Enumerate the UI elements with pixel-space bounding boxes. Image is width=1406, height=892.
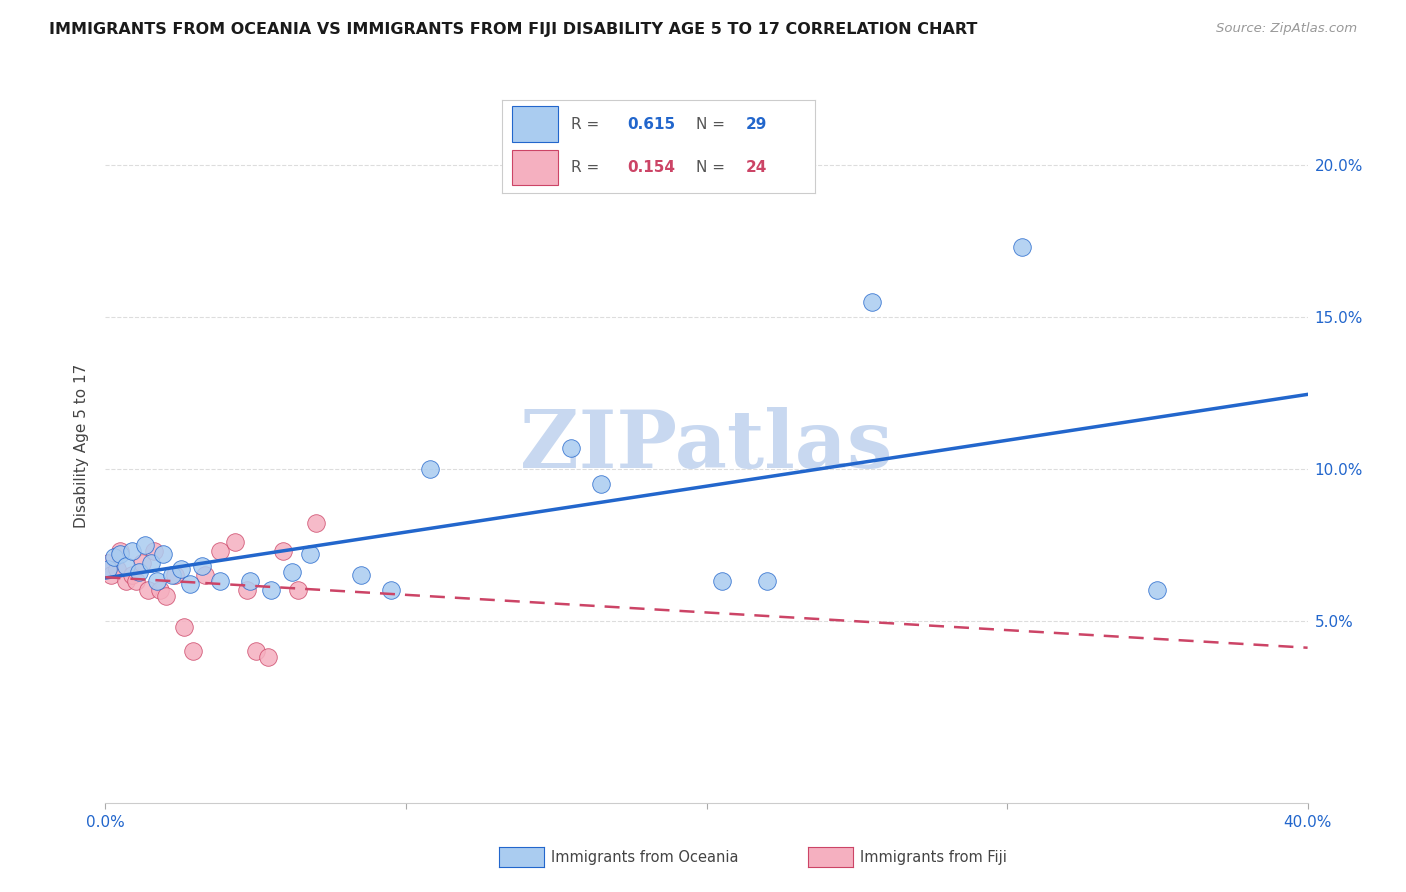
Point <box>560 441 582 455</box>
Point <box>287 583 309 598</box>
Point <box>110 543 132 558</box>
Point <box>190 558 212 573</box>
Point <box>305 516 328 531</box>
Point <box>298 547 321 561</box>
Point <box>239 574 262 588</box>
Point <box>256 650 278 665</box>
Point <box>208 574 231 588</box>
Point <box>160 568 183 582</box>
Point <box>128 565 150 579</box>
Point <box>163 568 186 582</box>
Point <box>235 583 257 598</box>
Point <box>181 644 204 658</box>
Text: Immigrants from Oceania: Immigrants from Oceania <box>551 850 738 864</box>
Point <box>155 590 177 604</box>
Point <box>103 549 125 564</box>
Point <box>148 583 170 598</box>
Point <box>121 568 143 582</box>
Point <box>97 556 120 570</box>
Text: IMMIGRANTS FROM OCEANIA VS IMMIGRANTS FROM FIJI DISABILITY AGE 5 TO 17 CORRELATI: IMMIGRANTS FROM OCEANIA VS IMMIGRANTS FR… <box>49 22 977 37</box>
Point <box>860 294 883 309</box>
Point <box>208 543 231 558</box>
Point <box>194 568 217 582</box>
Y-axis label: Disability Age 5 to 17: Disability Age 5 to 17 <box>75 364 90 528</box>
Text: ZIPatlas: ZIPatlas <box>520 407 893 485</box>
Point <box>271 543 294 558</box>
Point <box>121 543 143 558</box>
Point <box>350 568 373 582</box>
Point <box>124 574 146 588</box>
Point <box>1146 583 1168 598</box>
Point <box>380 583 402 598</box>
Point <box>419 462 441 476</box>
Point <box>710 574 733 588</box>
Point <box>97 562 120 576</box>
Point <box>100 568 122 582</box>
Point <box>107 562 129 576</box>
Point <box>115 574 138 588</box>
Point <box>115 558 138 573</box>
Point <box>179 577 201 591</box>
Point <box>142 543 165 558</box>
Point <box>152 547 174 561</box>
Point <box>131 556 153 570</box>
Point <box>145 574 167 588</box>
Point <box>260 583 283 598</box>
Point <box>139 556 162 570</box>
Point <box>1011 240 1033 254</box>
Text: Source: ZipAtlas.com: Source: ZipAtlas.com <box>1216 22 1357 36</box>
Point <box>245 644 267 658</box>
Point <box>281 565 304 579</box>
Point <box>755 574 778 588</box>
Point <box>224 534 246 549</box>
Point <box>591 477 613 491</box>
Point <box>134 538 156 552</box>
Point <box>169 562 191 576</box>
Text: Immigrants from Fiji: Immigrants from Fiji <box>860 850 1007 864</box>
Point <box>110 547 132 561</box>
Point <box>173 620 195 634</box>
Point <box>136 583 159 598</box>
